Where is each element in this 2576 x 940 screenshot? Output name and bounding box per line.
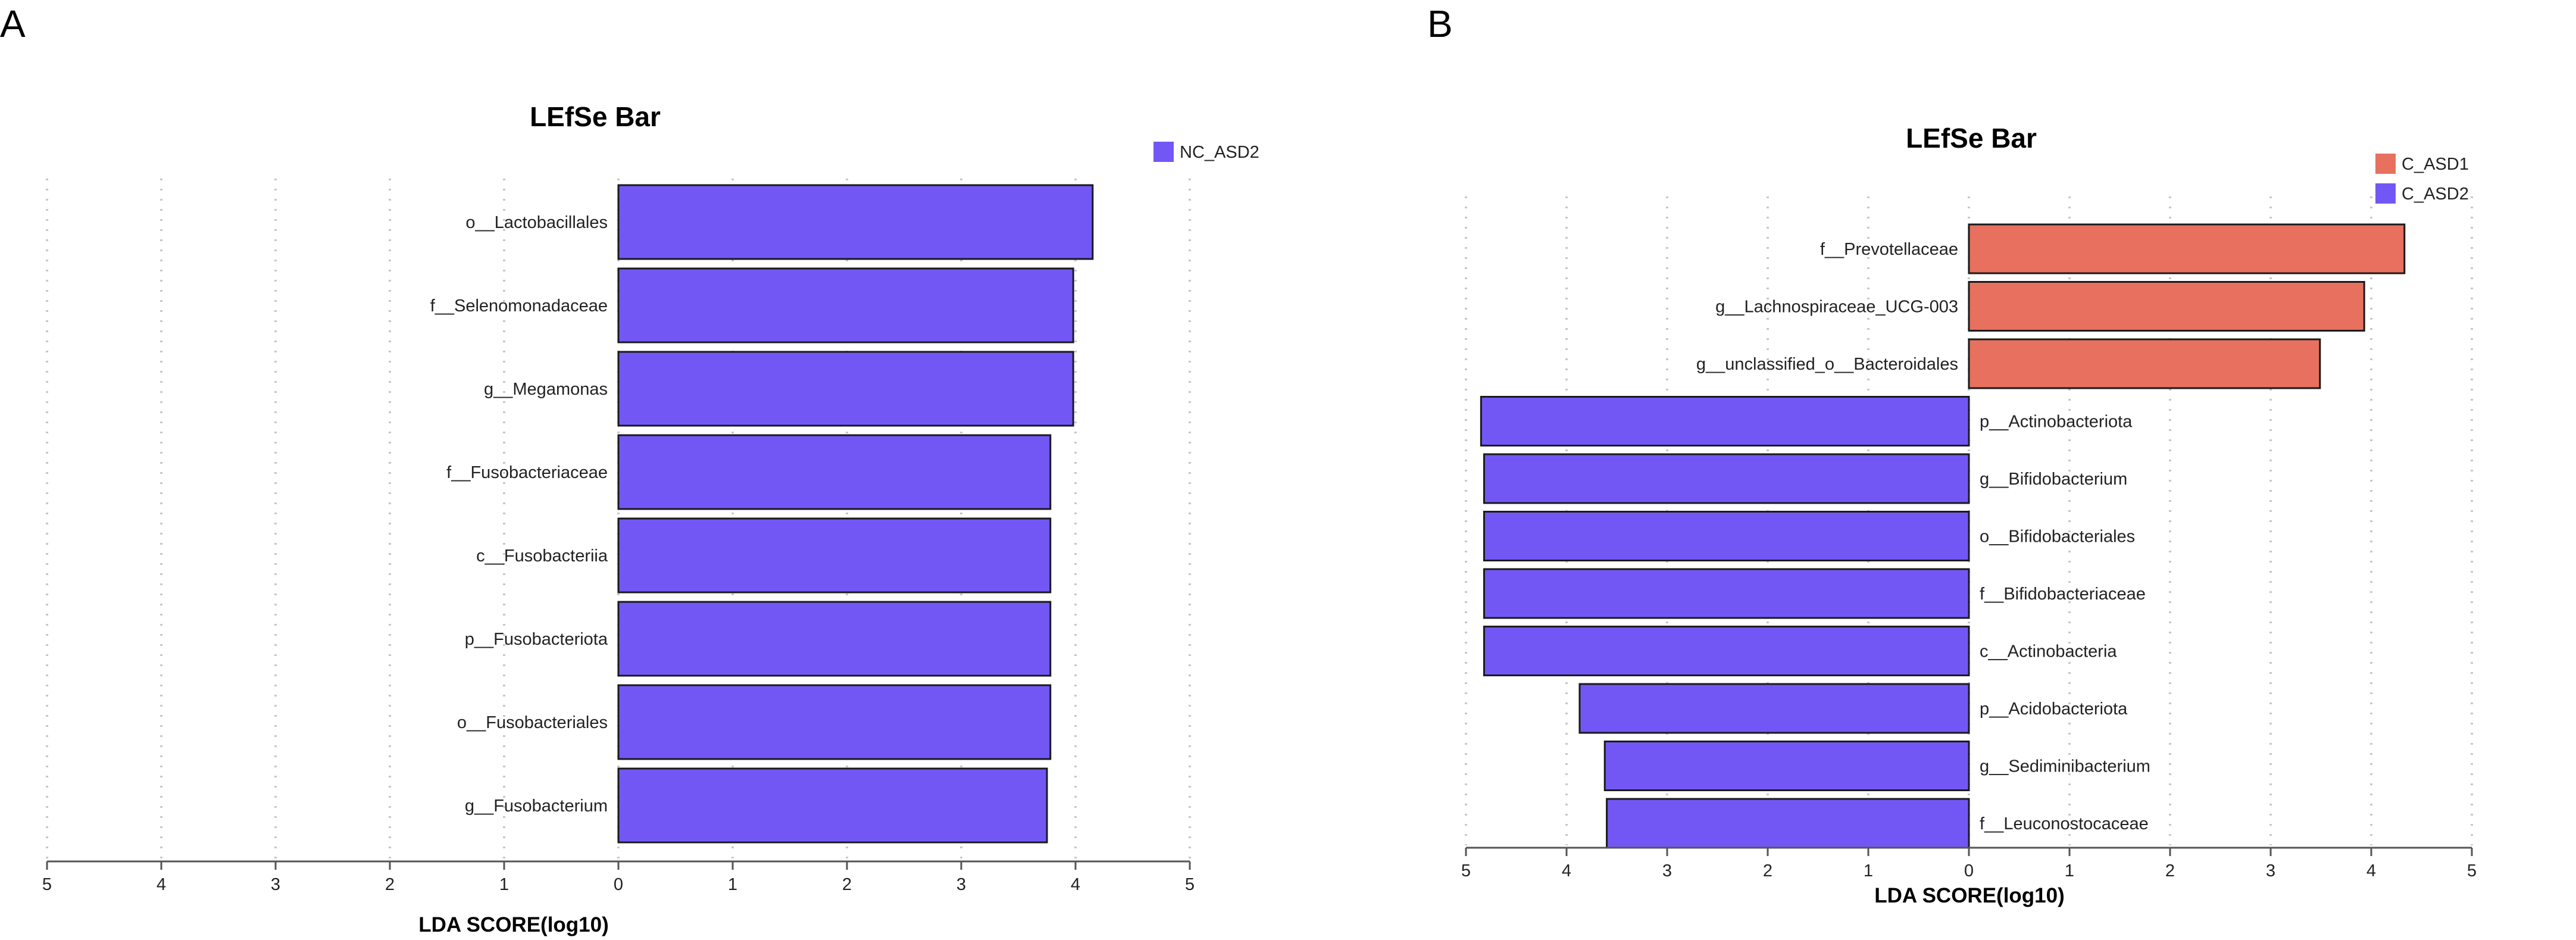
bar-p__Acidobacteriota — [1578, 683, 1970, 734]
bar-f__Bifidobacteriaceae — [1483, 568, 1970, 619]
bar-o__Lactobacillales — [617, 184, 1094, 260]
legend-label: C_ASD1 — [2402, 155, 2469, 174]
category-label: g__Megamonas — [484, 380, 608, 399]
bar-g__unclassified_o__Bacteroidales — [1968, 338, 2321, 389]
category-label: f__Prevotellaceae — [1820, 240, 1958, 259]
tick-label: 0 — [614, 875, 623, 894]
tick-label: 4 — [2366, 861, 2376, 880]
legend-label: NC_ASD2 — [1180, 143, 1259, 162]
category-label: o__Fusobacteriales — [457, 713, 608, 732]
category-label: f__Fusobacteriaceae — [446, 463, 608, 482]
tick-label: 4 — [1071, 875, 1080, 894]
bar-c__Fusobacteriia — [617, 517, 1052, 594]
tick-label: 2 — [385, 875, 395, 894]
category-label: g__Lachnospiraceae_UCG-003 — [1715, 298, 1958, 317]
bar-f__Fusobacteriaceae — [617, 434, 1052, 510]
bar-g__Sediminibacterium — [1603, 741, 1970, 791]
bar-p__Fusobacteriota — [617, 601, 1052, 677]
bar-g__Lachnospiraceae_UCG-003 — [1968, 281, 2365, 332]
tick-label: 3 — [271, 875, 280, 894]
category-label: g__Fusobacterium — [465, 797, 608, 816]
bar-f__Prevotellaceae — [1968, 223, 2406, 274]
tick-label: 3 — [2266, 861, 2275, 880]
tick-label: 2 — [2165, 861, 2175, 880]
tick-label: 5 — [2467, 861, 2477, 880]
tick-label: 0 — [1964, 861, 1974, 880]
tick-label: 1 — [728, 875, 737, 894]
panel-b: B LEfSe Bar f__Prevotellaceae g__Lachnosp… — [1427, 2, 2477, 907]
bar-c__Actinobacteria — [1483, 626, 1970, 676]
tick-label: 3 — [956, 875, 966, 894]
bar-o__Fusobacteriales — [617, 684, 1052, 760]
category-label: g__Bifidobacterium — [1980, 470, 2127, 489]
panel-a-bars — [617, 184, 1094, 844]
panel-a-legend: NC_ASD2 — [1153, 142, 1259, 162]
panel-a-title: LEfSe Bar — [530, 101, 661, 132]
category-label: c__Actinobacteria — [1980, 642, 2117, 661]
panel-label-a: A — [0, 2, 26, 45]
tick-label: 1 — [2065, 861, 2074, 880]
tick-label: 5 — [42, 875, 52, 894]
bar-f__Selenomonadaceae — [617, 267, 1074, 343]
legend-swatch — [2375, 183, 2396, 204]
category-label: f__Selenomonadaceae — [430, 296, 608, 316]
bar-g__Fusobacterium — [617, 767, 1048, 844]
category-label: f__Leuconostocaceae — [1980, 814, 2149, 833]
panel-a-x-axis-label: LDA SCORE(log10) — [418, 913, 609, 936]
category-label: g__Sediminibacterium — [1980, 757, 2150, 776]
panel-a-category-labels: o__Lactobacillales f__Selenomonadaceae g__… — [430, 213, 608, 816]
tick-label: 1 — [1864, 861, 1873, 880]
panel-label-b: B — [1427, 2, 1453, 45]
category-label: p__Actinobacteriota — [1980, 413, 2133, 432]
bar-g__Megamonas — [617, 351, 1074, 427]
panel-a-x-ticks: 5 4 3 2 1 0 1 2 3 4 5 — [42, 861, 1195, 894]
legend-swatch — [2375, 154, 2396, 174]
bar-f__Leuconostocaceae — [1606, 798, 1970, 849]
bar-g__Bifidobacterium — [1483, 453, 1970, 504]
panel-b-bars — [1480, 223, 2406, 849]
tick-label: 2 — [842, 875, 852, 894]
panel-b-x-axis-label: LDA SCORE(log10) — [1874, 884, 2065, 907]
legend-label: C_ASD2 — [2402, 185, 2469, 204]
category-label: p__Acidobacteriota — [1980, 699, 2128, 719]
tick-label: 5 — [1461, 861, 1471, 880]
legend-swatch — [1153, 142, 1174, 162]
category-label: c__Fusobacteriia — [476, 546, 608, 566]
category-label: o__Lactobacillales — [465, 213, 608, 232]
tick-label: 5 — [1185, 875, 1195, 894]
category-label: o__Bifidobacteriales — [1980, 527, 2135, 546]
category-label: p__Fusobacteriota — [465, 630, 608, 649]
category-label: f__Bifidobacteriaceae — [1980, 585, 2146, 604]
tick-label: 1 — [499, 875, 509, 894]
panel-b-category-labels: f__Prevotellaceae g__Lachnospiraceae_UCG-… — [1696, 240, 2150, 833]
tick-label: 4 — [1562, 861, 1571, 880]
tick-label: 3 — [1662, 861, 1672, 880]
tick-label: 4 — [157, 875, 166, 894]
category-label: g__unclassified_o__Bacteroidales — [1696, 355, 1958, 374]
bar-p__Actinobacteriota — [1480, 396, 1970, 446]
bar-o__Bifidobacteriales — [1483, 511, 1970, 561]
panel-a: A LEfSe Bar o__Lactobacillales f__Selenom… — [0, 2, 1259, 936]
panel-b-x-ticks: 5 4 3 2 1 0 1 2 3 4 5 — [1461, 848, 2477, 880]
panel-b-legend: C_ASD1 C_ASD2 — [2375, 154, 2469, 204]
tick-label: 2 — [1763, 861, 1772, 880]
panel-b-title: LEfSe Bar — [1906, 123, 2037, 154]
